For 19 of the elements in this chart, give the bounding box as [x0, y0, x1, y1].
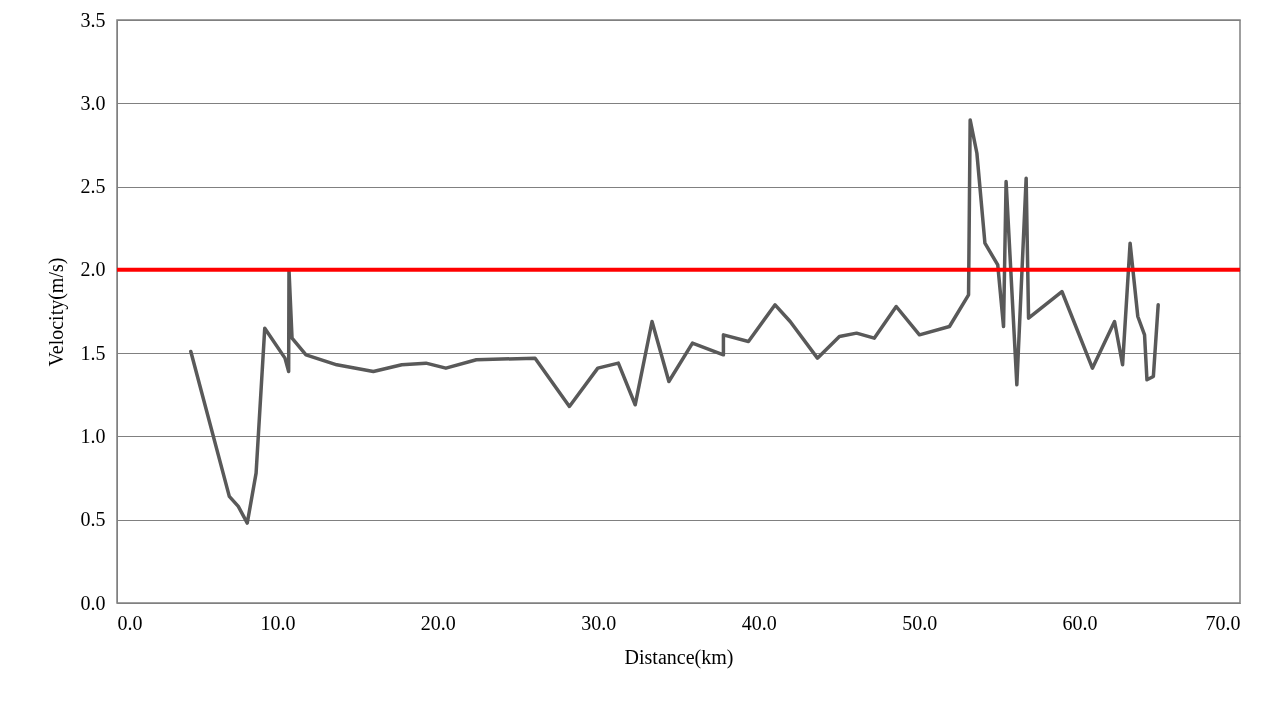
x-tick-label: 10.0 — [260, 611, 296, 634]
y-tick-label: 2.0 — [80, 258, 106, 281]
x-tick-label: 0.0 — [117, 611, 143, 634]
line-series — [189, 118, 1160, 525]
y-tick-label: 1.5 — [80, 341, 106, 364]
y-tick-label: 3.0 — [80, 91, 106, 114]
y-tick-label: 1.0 — [80, 424, 106, 447]
x-tick-label: 40.0 — [741, 611, 777, 634]
y-tick-label: 0.5 — [80, 508, 106, 531]
y-axis-title: Velocity(m/s) — [44, 257, 68, 367]
y-tick-label: 0.0 — [80, 591, 106, 614]
x-axis-title: Distance(km) — [624, 645, 734, 669]
x-tick-label: 70.0 — [1205, 611, 1241, 634]
x-tick-label: 50.0 — [902, 611, 938, 634]
x-tick-label: 30.0 — [581, 611, 617, 634]
x-tick-label: 60.0 — [1062, 611, 1098, 634]
y-tick-label: 3.5 — [80, 8, 106, 31]
y-tick-label: 2.5 — [80, 175, 106, 198]
x-tick-label: 20.0 — [420, 611, 456, 634]
